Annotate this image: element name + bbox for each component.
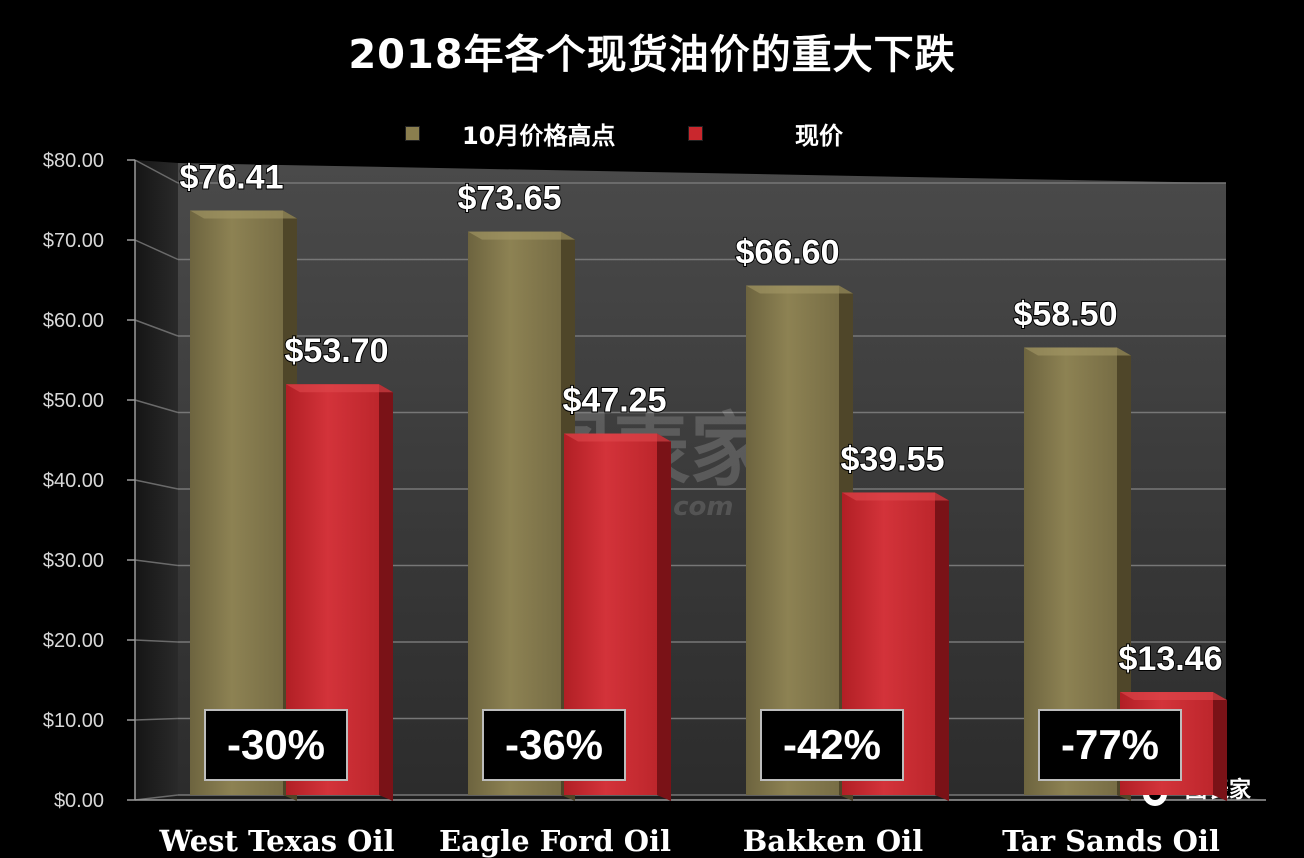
bar-side <box>1117 347 1131 801</box>
x-axis: West Texas Oil Eagle Ford Oil Bakken Oil Ta… <box>159 824 1220 858</box>
bar-top <box>842 492 949 501</box>
legend-label-series-2: 现价 <box>795 121 843 150</box>
change-badge <box>760 709 904 781</box>
data-label: $66.60 <box>736 234 840 272</box>
bar-side <box>379 384 393 801</box>
legend-item-series-1: 10月价格高点 <box>405 116 615 150</box>
bar-top <box>564 433 671 442</box>
bar-top <box>746 285 853 294</box>
y-axis: $0.00 $10.00 $20.00 $30.00 $40.00 $50.00 $60.0… <box>43 150 1266 812</box>
bar-top <box>190 210 297 219</box>
bar-top <box>286 384 393 393</box>
bar-side <box>1213 692 1227 801</box>
legend-swatch-red-icon <box>688 125 703 141</box>
bar-top <box>468 231 575 240</box>
legend-label-series-1: 10月价格高点 <box>462 121 616 150</box>
change-badges: -30% -36% -42% -77% <box>204 709 1182 781</box>
y-tick-label: $10.00 <box>43 710 104 732</box>
change-label: -42% <box>783 721 881 768</box>
value-labels: $76.41 $53.70 $73.65 $47.25 $66.60 $39.55 $58.… <box>179 157 1224 679</box>
x-tick-label: Bakken Oil <box>743 824 923 858</box>
grid-line-side <box>134 794 179 801</box>
y-tick-label: $40.00 <box>43 470 104 492</box>
chart-title: 2018年各个现货油价的重大下跌 <box>348 32 956 78</box>
plot-back-wall <box>178 163 1226 795</box>
bar-top <box>1120 692 1227 701</box>
y-tick-label: $60.00 <box>43 310 104 332</box>
bar-side <box>935 492 949 801</box>
change-badge <box>482 709 626 781</box>
x-tick-label: West Texas Oil <box>159 824 395 858</box>
change-label: -30% <box>227 721 325 768</box>
x-tick-label: Eagle Ford Oil <box>439 824 671 858</box>
data-label: $47.25 <box>563 382 667 420</box>
data-label: $73.65 <box>458 180 562 218</box>
change-label: -77% <box>1061 721 1159 768</box>
bar-top <box>1024 347 1131 356</box>
grid-line-side <box>134 639 179 643</box>
y-tick-label: $70.00 <box>43 230 104 252</box>
x-tick-label: Tar Sands Oil <box>1002 824 1220 858</box>
change-badge <box>204 709 348 781</box>
legend-item-series-2: 现价 <box>688 116 843 150</box>
grid-line-side <box>134 239 179 261</box>
grid-line-side <box>134 319 179 337</box>
grid-line-side <box>134 159 179 184</box>
grid-line-side <box>134 717 179 721</box>
bar-side <box>657 433 671 801</box>
data-label: $76.41 <box>180 158 284 196</box>
y-tick-label: $20.00 <box>43 630 104 652</box>
change-badge <box>1038 709 1182 781</box>
data-label: $58.50 <box>1014 295 1118 333</box>
plot-floor <box>135 795 1266 800</box>
y-tick-label: $80.00 <box>43 150 104 172</box>
grid-line-side <box>134 559 179 567</box>
change-label: -36% <box>505 721 603 768</box>
y-tick-label: $30.00 <box>43 550 104 572</box>
data-label: $53.70 <box>285 332 389 370</box>
y-tick-label: $50.00 <box>43 390 104 412</box>
bar <box>468 231 561 795</box>
legend-swatch-olive-icon <box>405 125 420 141</box>
bar <box>190 210 283 795</box>
data-label: $13.46 <box>1119 640 1223 678</box>
data-label: $39.55 <box>841 440 945 478</box>
y-tick-label: $0.00 <box>54 790 104 812</box>
grid-line-side <box>134 399 179 414</box>
grid-line-side <box>134 479 179 490</box>
